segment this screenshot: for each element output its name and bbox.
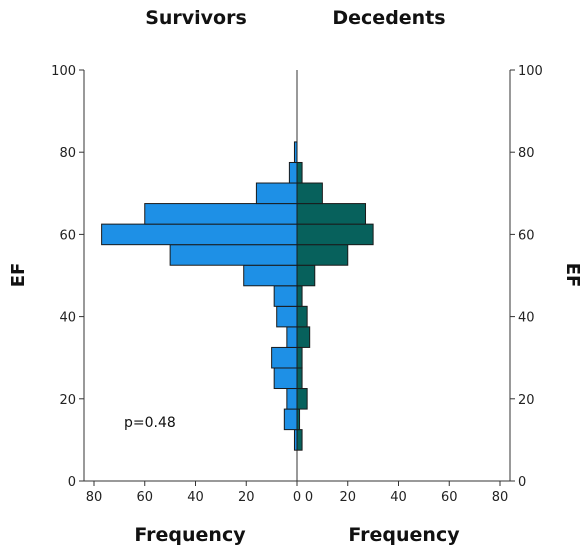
decedents-bar-9 — [296, 244, 349, 266]
decedents-bars — [296, 161, 374, 451]
left-x-axis-title: Frequency — [134, 524, 246, 546]
survivors-bar-1 — [283, 408, 298, 431]
survivors-bar-6 — [276, 305, 298, 328]
decedents-bar-5 — [296, 326, 311, 348]
left-y-tick-label-0: 0 — [68, 475, 76, 490]
left-y-tick-label-4: 80 — [59, 146, 76, 161]
right-y-tick-label-1: 20 — [518, 393, 535, 408]
survivors-bar-5 — [286, 326, 298, 348]
decedents-bar-4 — [296, 346, 303, 369]
survivors-bars — [101, 141, 298, 451]
p-value-annotation: p=0.48 — [124, 415, 176, 431]
survivors-bar-12 — [255, 182, 298, 205]
left-x-tick-label-2: 40 — [187, 490, 204, 505]
survivors-title: Survivors — [145, 7, 247, 29]
left-y-tick-label-3: 60 — [59, 228, 76, 243]
right-y-tick-label-0: 0 — [518, 475, 526, 490]
decedents-bar-2 — [296, 388, 308, 410]
left-y-axis-title: EF — [8, 263, 29, 288]
survivors-bar-9 — [169, 244, 298, 266]
decedents-bar-1 — [296, 408, 301, 431]
right-x-axis-title: Frequency — [348, 524, 460, 546]
right-y-tick-label-4: 80 — [518, 146, 535, 161]
decedents-bar-7 — [296, 285, 303, 307]
left-x-tick-label-0: 80 — [86, 490, 103, 505]
right-x-tick-label-4: 80 — [492, 490, 509, 505]
decedents-bar-3 — [296, 367, 303, 390]
right-y-tick-label-5: 100 — [518, 64, 543, 79]
survivors-bar-3 — [273, 367, 298, 390]
right-x-tick-label-1: 20 — [339, 490, 356, 505]
decedents-bar-11 — [296, 203, 367, 225]
right-x-tick-label-0: 0 — [305, 490, 313, 505]
decedents-bar-6 — [296, 305, 308, 328]
decedents-bar-8 — [296, 264, 316, 287]
survivors-bar-2 — [286, 388, 298, 410]
survivors-bar-13 — [288, 161, 298, 184]
survivors-bar-4 — [271, 346, 298, 369]
right-y-axis-title: EF — [562, 263, 583, 288]
decedents-bar-0 — [296, 429, 303, 451]
decedents-bar-10 — [296, 223, 374, 246]
decedents-bar-13 — [296, 161, 303, 184]
decedents-title: Decedents — [332, 7, 445, 29]
right-y-tick-label-3: 60 — [518, 228, 535, 243]
decedents-bar-12 — [296, 182, 323, 205]
left-y-tick-label-1: 20 — [59, 393, 76, 408]
left-x-tick-label-1: 60 — [136, 490, 153, 505]
survivors-bar-10 — [101, 223, 298, 246]
right-x-tick-label-3: 60 — [441, 490, 458, 505]
survivors-bar-11 — [144, 203, 298, 225]
survivors-bar-14 — [293, 141, 298, 163]
left-y-tick-label-5: 100 — [51, 64, 76, 79]
survivors-bar-7 — [273, 285, 298, 307]
right-y-tick-label-2: 40 — [518, 311, 535, 326]
left-x-tick-label-4: 0 — [293, 490, 301, 505]
left-x-tick-label-3: 20 — [238, 490, 255, 505]
survivors-bar-8 — [243, 264, 298, 287]
left-y-tick-label-2: 40 — [59, 311, 76, 326]
right-x-tick-label-2: 40 — [390, 490, 407, 505]
